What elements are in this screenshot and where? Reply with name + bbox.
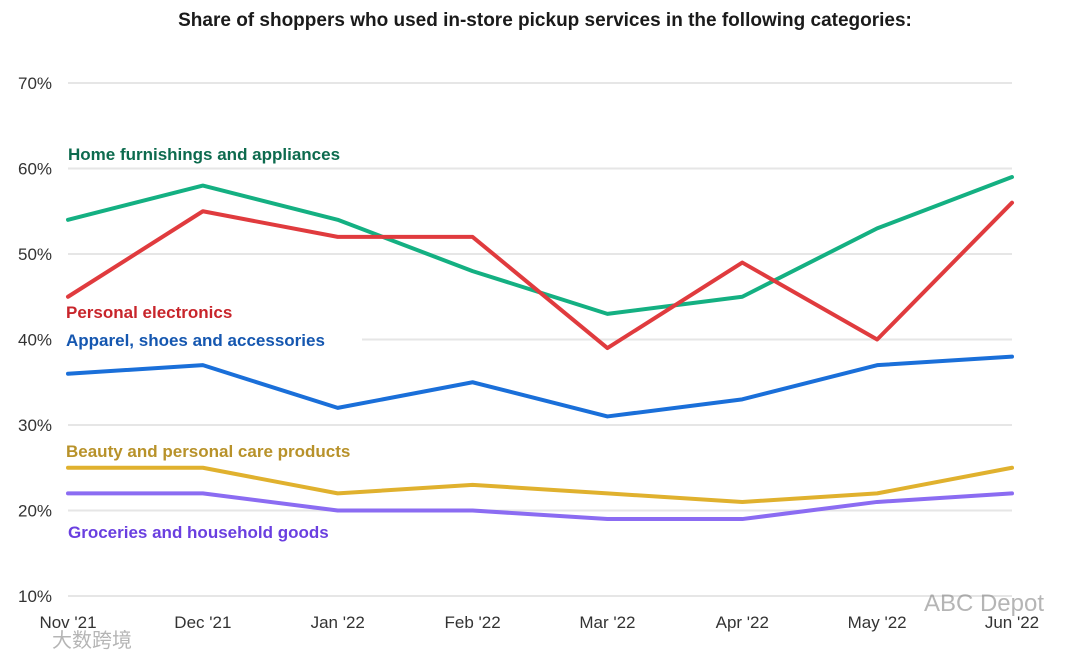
x-tick-label: Jan '22: [311, 613, 365, 632]
x-tick-label: Dec '21: [174, 613, 231, 632]
watermark-right: ABC Depot: [923, 590, 1044, 617]
x-tick-label: Nov '21: [39, 613, 96, 632]
label-background: [62, 328, 362, 350]
y-tick-label: 20%: [18, 502, 52, 521]
series-label: Apparel, shoes and accessories: [66, 331, 325, 350]
y-tick-label: 50%: [18, 245, 52, 264]
y-tick-label: 70%: [18, 74, 52, 93]
series-line: [66, 354, 1014, 419]
y-tick-label: 10%: [18, 587, 52, 606]
series-line: [66, 465, 1014, 504]
chart-title: Share of shoppers who used in-store pick…: [178, 10, 912, 31]
watermark-left: 大数跨境: [52, 630, 132, 652]
x-tick-label: May '22: [848, 613, 907, 632]
series-line: [66, 200, 1014, 351]
x-tick-label: Feb '22: [444, 613, 500, 632]
y-tick-label: 30%: [18, 416, 52, 435]
x-tick-label: Apr '22: [716, 613, 769, 632]
x-tick-label: Mar '22: [579, 613, 635, 632]
series-line: [66, 491, 1014, 522]
series-label: Groceries and household goods: [68, 523, 329, 542]
series-label: Beauty and personal care products: [66, 442, 350, 461]
y-tick-label: 40%: [18, 331, 52, 350]
x-tick-label: Jun '22: [985, 613, 1039, 632]
y-tick-label: 60%: [18, 160, 52, 179]
series-label: Home furnishings and appliances: [68, 145, 340, 164]
series-label: Personal electronics: [66, 303, 232, 322]
